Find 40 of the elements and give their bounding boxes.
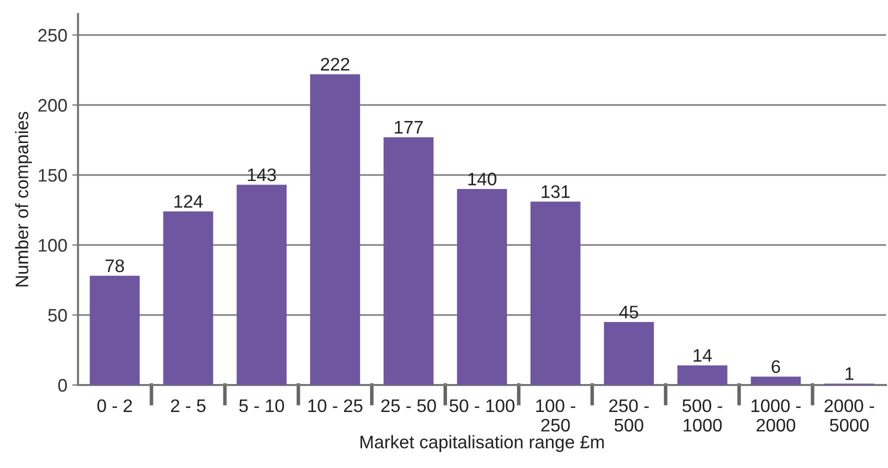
- data-label: 143: [248, 168, 276, 182]
- data-label: 6: [772, 360, 780, 374]
- y-tick-label: 0: [58, 378, 67, 392]
- data-label: 45: [619, 306, 638, 318]
- x-tick-label: 10 - 25: [308, 399, 362, 412]
- data-label: 222: [320, 58, 350, 70]
- bar: [677, 365, 728, 385]
- x-tick-label: 25 - 50: [381, 399, 436, 412]
- bar: [457, 189, 507, 385]
- bar: [530, 202, 580, 385]
- data-label: 140: [468, 172, 496, 186]
- data-label: 1: [846, 367, 854, 380]
- x-tick-label: 2 - 5: [171, 399, 206, 412]
- data-label: 14: [694, 349, 712, 362]
- data-label: 131: [542, 185, 570, 198]
- data-label: 177: [394, 121, 423, 134]
- x-tick-label: 250 - 500: [609, 399, 649, 432]
- y-tick-label: 100: [38, 238, 67, 252]
- x-tick-label: 1000 - 2000: [752, 399, 801, 432]
- x-tick-label: 100 - 250: [536, 399, 576, 432]
- data-label: 78: [106, 259, 124, 272]
- x-tick-label: 50 - 100: [450, 399, 514, 412]
- x-tick-label: 2000 - 5000: [824, 399, 874, 432]
- y-tick-label: 200: [38, 98, 67, 112]
- bar: [236, 184, 287, 385]
- x-axis-title: Market capitalisation range £m: [360, 435, 604, 452]
- bar: [310, 74, 360, 385]
- bar: [90, 276, 140, 385]
- bar: [384, 137, 434, 385]
- bar: [163, 211, 214, 385]
- x-tick-label: 500 - 1000: [682, 399, 722, 432]
- y-tick-label: 50: [48, 308, 67, 322]
- y-tick-label: 250: [38, 28, 67, 42]
- y-tick-label: 150: [38, 168, 67, 182]
- bar: [604, 322, 654, 385]
- x-tick-label: 5 - 10: [239, 399, 284, 412]
- data-label: 124: [174, 195, 203, 208]
- bar: [750, 376, 801, 385]
- y-axis-title: Number of companies: [15, 112, 32, 286]
- x-tick-label: 0 - 2: [97, 399, 132, 412]
